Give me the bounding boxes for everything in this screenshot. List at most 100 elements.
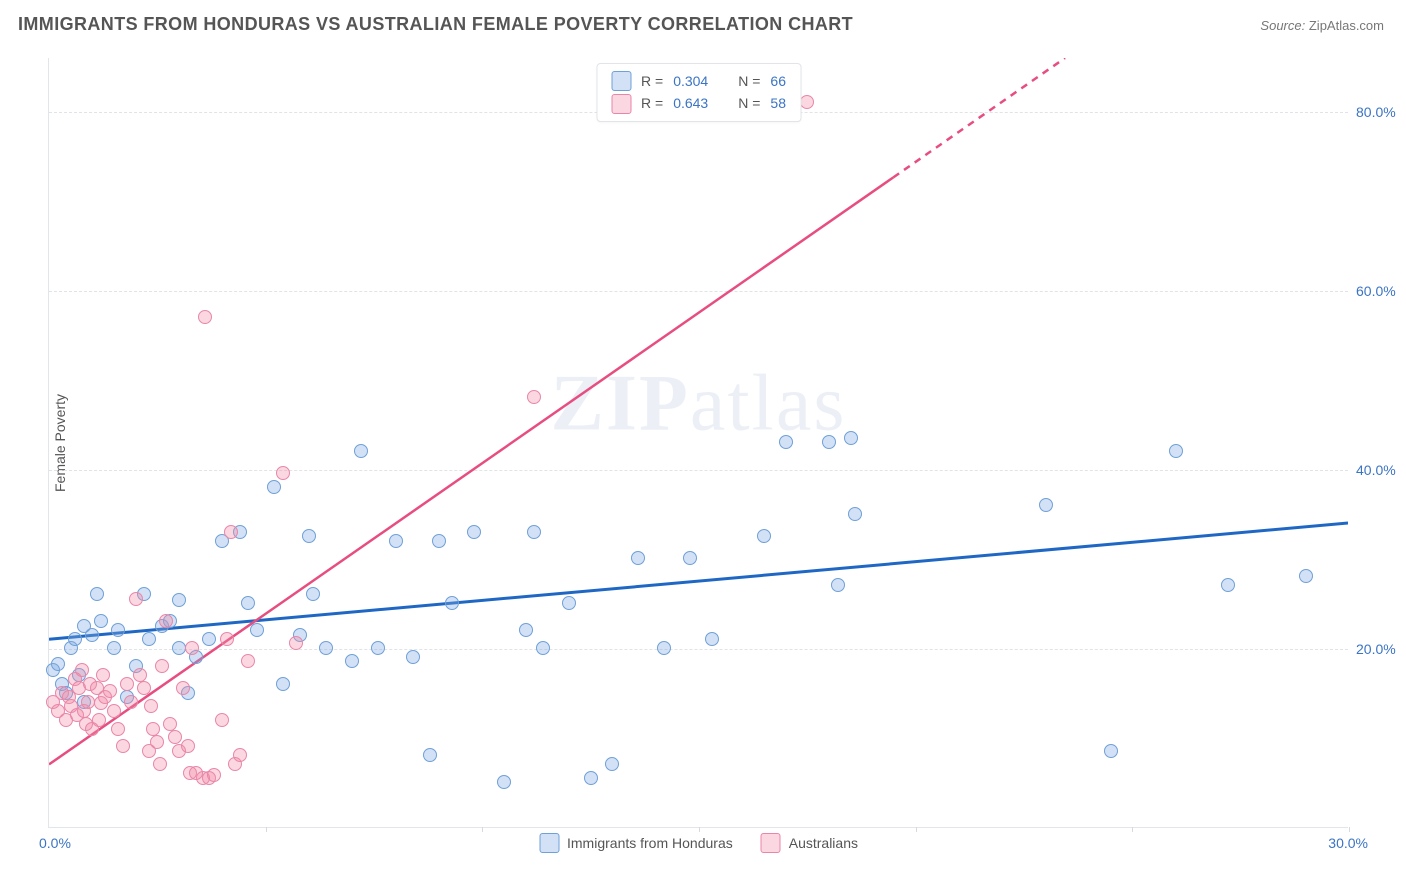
data-point-honduras [107,641,121,655]
chart-container: Female Poverty ZIPatlas R = 0.304 N = 66… [48,58,1348,828]
x-tick [482,827,483,832]
data-point-australians [289,636,303,650]
swatch-australians [611,94,631,114]
legend-label-honduras: Immigrants from Honduras [567,835,733,851]
watermark-rest: atlas [690,360,847,448]
data-point-honduras [527,525,541,539]
data-point-australians [185,641,199,655]
data-point-honduras [371,641,385,655]
data-point-australians [124,695,138,709]
r-label: R = [641,70,663,92]
data-point-honduras [848,507,862,521]
data-point-australians [92,713,106,727]
y-tick-label: 40.0% [1356,462,1406,478]
legend-label-australians: Australians [789,835,858,851]
x-tick [916,827,917,832]
source-value: ZipAtlas.com [1309,18,1384,33]
data-point-australians [107,704,121,718]
data-point-honduras [1299,569,1313,583]
data-point-honduras [1039,498,1053,512]
data-point-honduras [172,593,186,607]
data-point-honduras [345,654,359,668]
data-point-honduras [423,748,437,762]
data-point-honduras [51,657,65,671]
data-point-honduras [844,431,858,445]
data-point-honduras [250,623,264,637]
data-point-honduras [68,632,82,646]
data-point-australians [103,684,117,698]
data-point-australians [144,699,158,713]
data-point-honduras [306,587,320,601]
data-point-australians [176,681,190,695]
gridline-h [49,470,1348,471]
data-point-australians [129,592,143,606]
data-point-honduras [705,632,719,646]
swatch-honduras [539,833,559,853]
x-axis-origin-label: 0.0% [39,835,71,851]
data-point-honduras [90,587,104,601]
legend-row-australians: R = 0.643 N = 58 [611,92,786,114]
data-point-honduras [319,641,333,655]
r-label: R = [641,92,663,114]
data-point-honduras [302,529,316,543]
data-point-honduras [445,596,459,610]
data-point-australians [163,717,177,731]
data-point-honduras [1221,578,1235,592]
data-point-honduras [85,628,99,642]
data-point-australians [189,766,203,780]
data-point-honduras [831,578,845,592]
data-point-australians [241,654,255,668]
n-value-honduras: 66 [770,70,786,92]
data-point-australians [116,739,130,753]
data-point-australians [198,310,212,324]
data-point-australians [150,735,164,749]
swatch-australians [761,833,781,853]
data-point-australians [233,748,247,762]
data-point-honduras [1104,744,1118,758]
data-point-honduras [562,596,576,610]
r-value-australians: 0.643 [673,92,708,114]
data-point-honduras [779,435,793,449]
data-point-australians [159,614,173,628]
data-point-australians [181,739,195,753]
plot-area: ZIPatlas R = 0.304 N = 66 R = 0.643 N = … [48,58,1348,828]
data-point-honduras [432,534,446,548]
data-point-honduras [757,529,771,543]
data-point-honduras [276,677,290,691]
y-tick-label: 60.0% [1356,283,1406,299]
data-point-australians [276,466,290,480]
data-point-australians [96,668,110,682]
data-point-honduras [111,623,125,637]
data-point-australians [527,390,541,404]
data-point-honduras [631,551,645,565]
data-point-honduras [94,614,108,628]
data-point-honduras [536,641,550,655]
data-point-honduras [354,444,368,458]
data-point-honduras [467,525,481,539]
data-point-australians [220,632,234,646]
data-point-honduras [202,632,216,646]
data-point-honduras [389,534,403,548]
gridline-h [49,649,1348,650]
legend-item-honduras: Immigrants from Honduras [539,833,733,853]
watermark: ZIPatlas [551,359,847,450]
data-point-honduras [172,641,186,655]
data-point-honduras [822,435,836,449]
data-point-honduras [584,771,598,785]
data-point-australians [800,95,814,109]
gridline-h [49,291,1348,292]
n-value-australians: 58 [770,92,786,114]
source-label: Source: [1260,18,1305,33]
data-point-australians [155,659,169,673]
n-label: N = [738,70,760,92]
x-axis-max-label: 30.0% [1328,835,1368,851]
data-point-australians [120,677,134,691]
data-point-honduras [267,480,281,494]
legend-row-honduras: R = 0.304 N = 66 [611,70,786,92]
data-point-honduras [519,623,533,637]
data-point-honduras [1169,444,1183,458]
data-point-australians [224,525,238,539]
legend-item-australians: Australians [761,833,858,853]
correlation-legend: R = 0.304 N = 66 R = 0.643 N = 58 [596,63,801,122]
data-point-australians [207,768,221,782]
